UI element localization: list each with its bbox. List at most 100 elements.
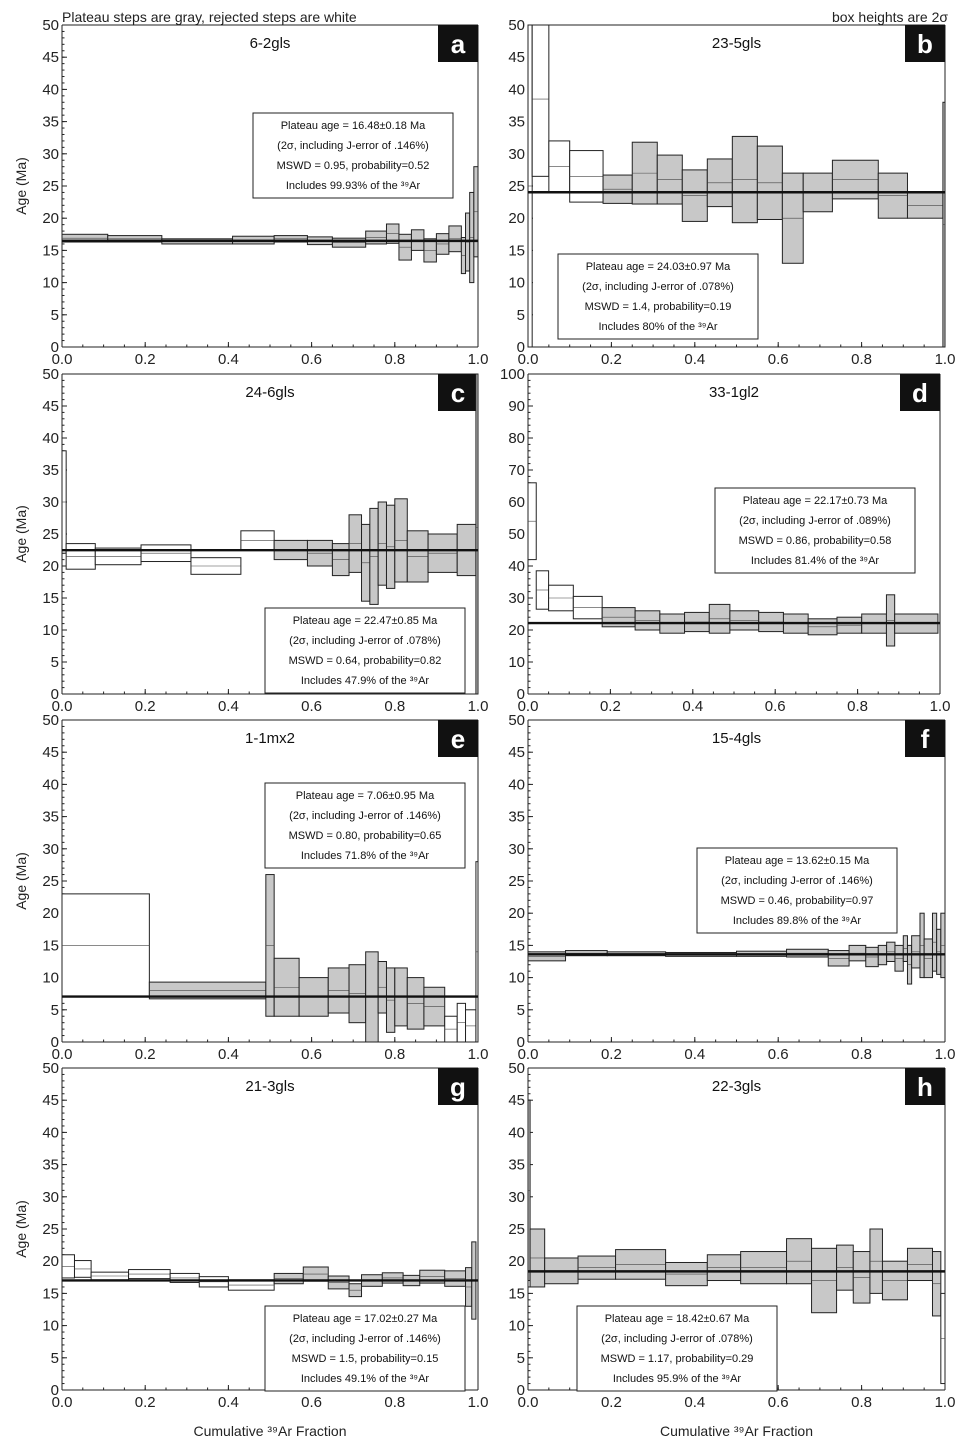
plateau-annotation-line: (2σ, including J-error of .078%): [289, 635, 441, 647]
y-tick-label: 0: [51, 1034, 59, 1051]
y-tick-label: 5: [517, 1002, 525, 1019]
y-tick-label: 20: [508, 210, 525, 227]
panel-letter: a: [451, 29, 466, 59]
plateau-annotation-box: [576, 1305, 778, 1392]
x-tick-label: 0.4: [218, 698, 239, 715]
y-tick-label: 25: [42, 526, 59, 543]
sample-label: 1-1mx2: [245, 730, 295, 747]
sample-label: 33-1gl2: [709, 384, 759, 401]
panel-e: 0 5 10 15 20 25 30 35 40 45 50 0.0 0.2 0.4 0.6 0.8 1.0 Ag…: [13, 712, 488, 1063]
y-tick-label: 25: [42, 178, 59, 195]
panel-letter: c: [451, 378, 465, 408]
y-tick-label: 20: [508, 622, 525, 639]
y-tick-label: 10: [508, 970, 525, 987]
legend-note-right: box heights are 2σ: [832, 9, 948, 25]
x-tick-label: 1.0: [468, 1046, 489, 1063]
x-tick-label: 1.0: [468, 698, 489, 715]
x-tick-label: 0.8: [384, 698, 405, 715]
x-tick-label: 0.2: [601, 1046, 622, 1063]
x-tick-label: 0.4: [682, 698, 703, 715]
sample-label: 6-2gls: [250, 35, 291, 52]
plateau-annotation-line: Includes 71.8% of the ³⁹Ar: [301, 850, 430, 862]
plateau-annotation-box: [264, 607, 466, 694]
rejected-step: [531, 24, 550, 177]
sample-label: 24-6gls: [245, 384, 294, 401]
y-tick-label: 35: [508, 114, 525, 131]
y-tick-label: 15: [508, 937, 525, 954]
panel-letter: f: [921, 724, 930, 754]
y-tick-label: 35: [42, 114, 59, 131]
x-tick-label: 0.2: [135, 1046, 156, 1063]
sample-label: 23-5gls: [712, 35, 761, 52]
y-tick-label: 45: [508, 49, 525, 66]
y-tick-label: 80: [508, 430, 525, 447]
plateau-annotation-line: Plateau age = 16.48±0.18 Ma: [281, 120, 426, 132]
x-tick-label: 0.2: [601, 351, 622, 368]
x-tick-label: 0.8: [851, 1046, 872, 1063]
y-tick-label: 20: [508, 1253, 525, 1270]
y-tick-label: 20: [42, 558, 59, 575]
plateau-step: [475, 373, 479, 695]
y-tick-label: 5: [51, 307, 59, 324]
x-tick-label: 0.6: [301, 1046, 322, 1063]
plateau-annotation-line: (2σ, including J-error of .146%): [289, 1333, 441, 1345]
x-tick-label: 0.8: [384, 351, 405, 368]
x-tick-label: 0.2: [135, 698, 156, 715]
panel-d: 0 10 20 30 40 50 60 70 80 90 100 0.0 0.2 0.4 0.6 0.8 1.0…: [500, 366, 950, 715]
x-tick-label: 0.0: [518, 351, 539, 368]
plateau-annotation-line: Plateau age = 7.06±0.95 Ma: [296, 790, 435, 802]
panel-letter: d: [912, 378, 928, 408]
y-tick-label: 10: [42, 622, 59, 639]
plateau-annotation-box: [264, 782, 466, 869]
x-tick-label: 0.6: [768, 351, 789, 368]
x-tick-label: 0.0: [52, 351, 73, 368]
x-tick-label: 0.4: [684, 1394, 705, 1411]
y-tick-label: 35: [42, 809, 59, 826]
y-tick-label: 35: [508, 809, 525, 826]
x-tick-label: 0.4: [218, 1046, 239, 1063]
panel-letter-badge: [438, 720, 478, 757]
y-tick-label: 30: [42, 841, 59, 858]
plateau-annotation-line: (2σ, including J-error of .078%): [601, 1333, 753, 1345]
x-tick-label: 0.4: [684, 351, 705, 368]
panel-letter: h: [917, 1072, 933, 1102]
plateau-annotation-line: MSWD = 0.86, probability=0.58: [739, 535, 892, 547]
panel-letter: b: [917, 29, 933, 59]
x-tick-label: 0.2: [135, 1394, 156, 1411]
x-tick-label: 0.2: [135, 351, 156, 368]
plateau-annotation-line: MSWD = 1.17, probability=0.29: [601, 1353, 754, 1365]
x-tick-label: 0.0: [52, 1394, 73, 1411]
y-tick-label: 25: [42, 873, 59, 890]
x-tick-label: 0.0: [52, 1046, 73, 1063]
plateau-annotation-line: Includes 95.9% of the ³⁹Ar: [613, 1373, 742, 1385]
plateau-annotation-line: Includes 99.93% of the ³⁹Ar: [286, 180, 421, 192]
y-tick-label: 0: [51, 339, 59, 356]
x-tick-label: 1.0: [468, 351, 489, 368]
y-tick-label: 40: [508, 558, 525, 575]
plateau-annotation-line: Plateau age = 13.62±0.15 Ma: [725, 855, 870, 867]
plateau-annotation-box: [696, 847, 898, 934]
x-tick-label: 0.8: [384, 1046, 405, 1063]
y-tick-label: 45: [42, 398, 59, 415]
plateau-annotation-line: Plateau age = 22.47±0.85 Ma: [293, 615, 438, 627]
plateau-annotation-line: MSWD = 0.46, probability=0.97: [721, 895, 874, 907]
plateau-annotation-box: [714, 487, 916, 574]
plateau-annotation-line: Plateau age = 22.17±0.73 Ma: [743, 495, 888, 507]
y-tick-label: 5: [51, 654, 59, 671]
plateau-annotation-box: [264, 1305, 466, 1392]
y-tick-label: 15: [42, 242, 59, 259]
y-tick-label: 50: [42, 712, 59, 729]
x-tick-label: 0.8: [847, 698, 868, 715]
y-tick-label: 60: [508, 494, 525, 511]
y-tick-label: 45: [42, 49, 59, 66]
y-tick-label: 50: [508, 17, 525, 34]
y-tick-label: 25: [42, 1221, 59, 1238]
y-tick-label: 0: [517, 1382, 525, 1399]
panel-letter-badge: [438, 25, 478, 62]
x-tick-label: 0.4: [684, 1046, 705, 1063]
panel-letter-badge: [905, 1068, 945, 1105]
x-tick-label: 0.6: [768, 1394, 789, 1411]
plateau-annotation-line: Plateau age = 18.42±0.67 Ma: [605, 1313, 750, 1325]
panel-h: 0 5 10 15 20 25 30 35 40 45 50 0.0 0.2 0.4 0.6 0.8 1.0 Cu…: [508, 1060, 955, 1439]
y-tick-label: 30: [42, 1189, 59, 1206]
